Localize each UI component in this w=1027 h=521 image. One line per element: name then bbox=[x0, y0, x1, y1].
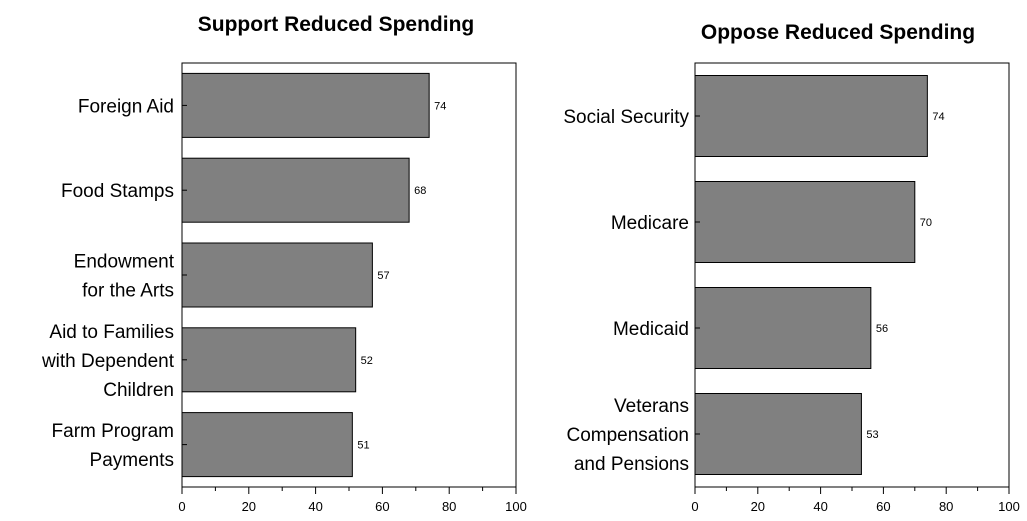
category-label: Foreign Aid bbox=[78, 96, 174, 117]
category-label: Medicaid bbox=[613, 319, 689, 340]
category-label: Endowment bbox=[74, 252, 175, 273]
x-tick-label: 40 bbox=[308, 499, 322, 514]
category-label: Aid to Families bbox=[49, 322, 174, 343]
data-label: 57 bbox=[377, 270, 389, 282]
category-label: for the Arts bbox=[82, 281, 174, 302]
category-label: Veterans bbox=[614, 396, 689, 417]
category-label: Children bbox=[103, 380, 174, 401]
oppose-chart: Oppose Reduced Spending 74 Social Security… bbox=[563, 21, 1020, 514]
bar bbox=[181, 72, 430, 138]
category-label: with Dependent bbox=[41, 351, 175, 372]
x-tick-label: 0 bbox=[691, 499, 698, 514]
data-label: 51 bbox=[357, 440, 369, 452]
x-tick-label: 0 bbox=[178, 499, 185, 514]
x-tick-label: 80 bbox=[939, 499, 953, 514]
bar bbox=[181, 412, 353, 478]
category-label: Social Security bbox=[563, 107, 689, 128]
category-label: Payments bbox=[90, 450, 174, 471]
bar bbox=[181, 242, 373, 308]
bar bbox=[181, 157, 410, 223]
x-tick-label: 60 bbox=[375, 499, 389, 514]
data-label: 52 bbox=[361, 355, 373, 367]
data-label: 53 bbox=[866, 429, 878, 441]
data-label: 74 bbox=[932, 111, 944, 123]
x-tick-label: 20 bbox=[751, 499, 765, 514]
bar bbox=[694, 393, 862, 475]
bar bbox=[181, 327, 357, 393]
x-tick-label: 80 bbox=[442, 499, 456, 514]
category-label: Compensation bbox=[566, 425, 689, 446]
data-label: 68 bbox=[414, 185, 426, 197]
support-chart: Support Reduced Spending 74 Foreign Aid 68 F… bbox=[41, 13, 527, 514]
chart-title: Support Reduced Spending bbox=[198, 13, 475, 36]
x-tick-label: 40 bbox=[813, 499, 827, 514]
chart-title: Oppose Reduced Spending bbox=[701, 21, 975, 44]
bar bbox=[694, 287, 872, 369]
bar bbox=[694, 75, 928, 157]
category-label: Medicare bbox=[611, 213, 689, 234]
category-label: Farm Program bbox=[52, 421, 174, 442]
data-label: 56 bbox=[876, 323, 888, 335]
x-tick-label: 100 bbox=[505, 499, 527, 514]
x-tick-label: 100 bbox=[998, 499, 1020, 514]
x-tick-label: 60 bbox=[876, 499, 890, 514]
data-label: 70 bbox=[920, 217, 932, 229]
data-label: 74 bbox=[434, 100, 446, 112]
x-tick-label: 20 bbox=[242, 499, 256, 514]
category-label: Food Stamps bbox=[61, 181, 174, 202]
category-label: and Pensions bbox=[574, 454, 689, 475]
bar bbox=[694, 181, 916, 263]
